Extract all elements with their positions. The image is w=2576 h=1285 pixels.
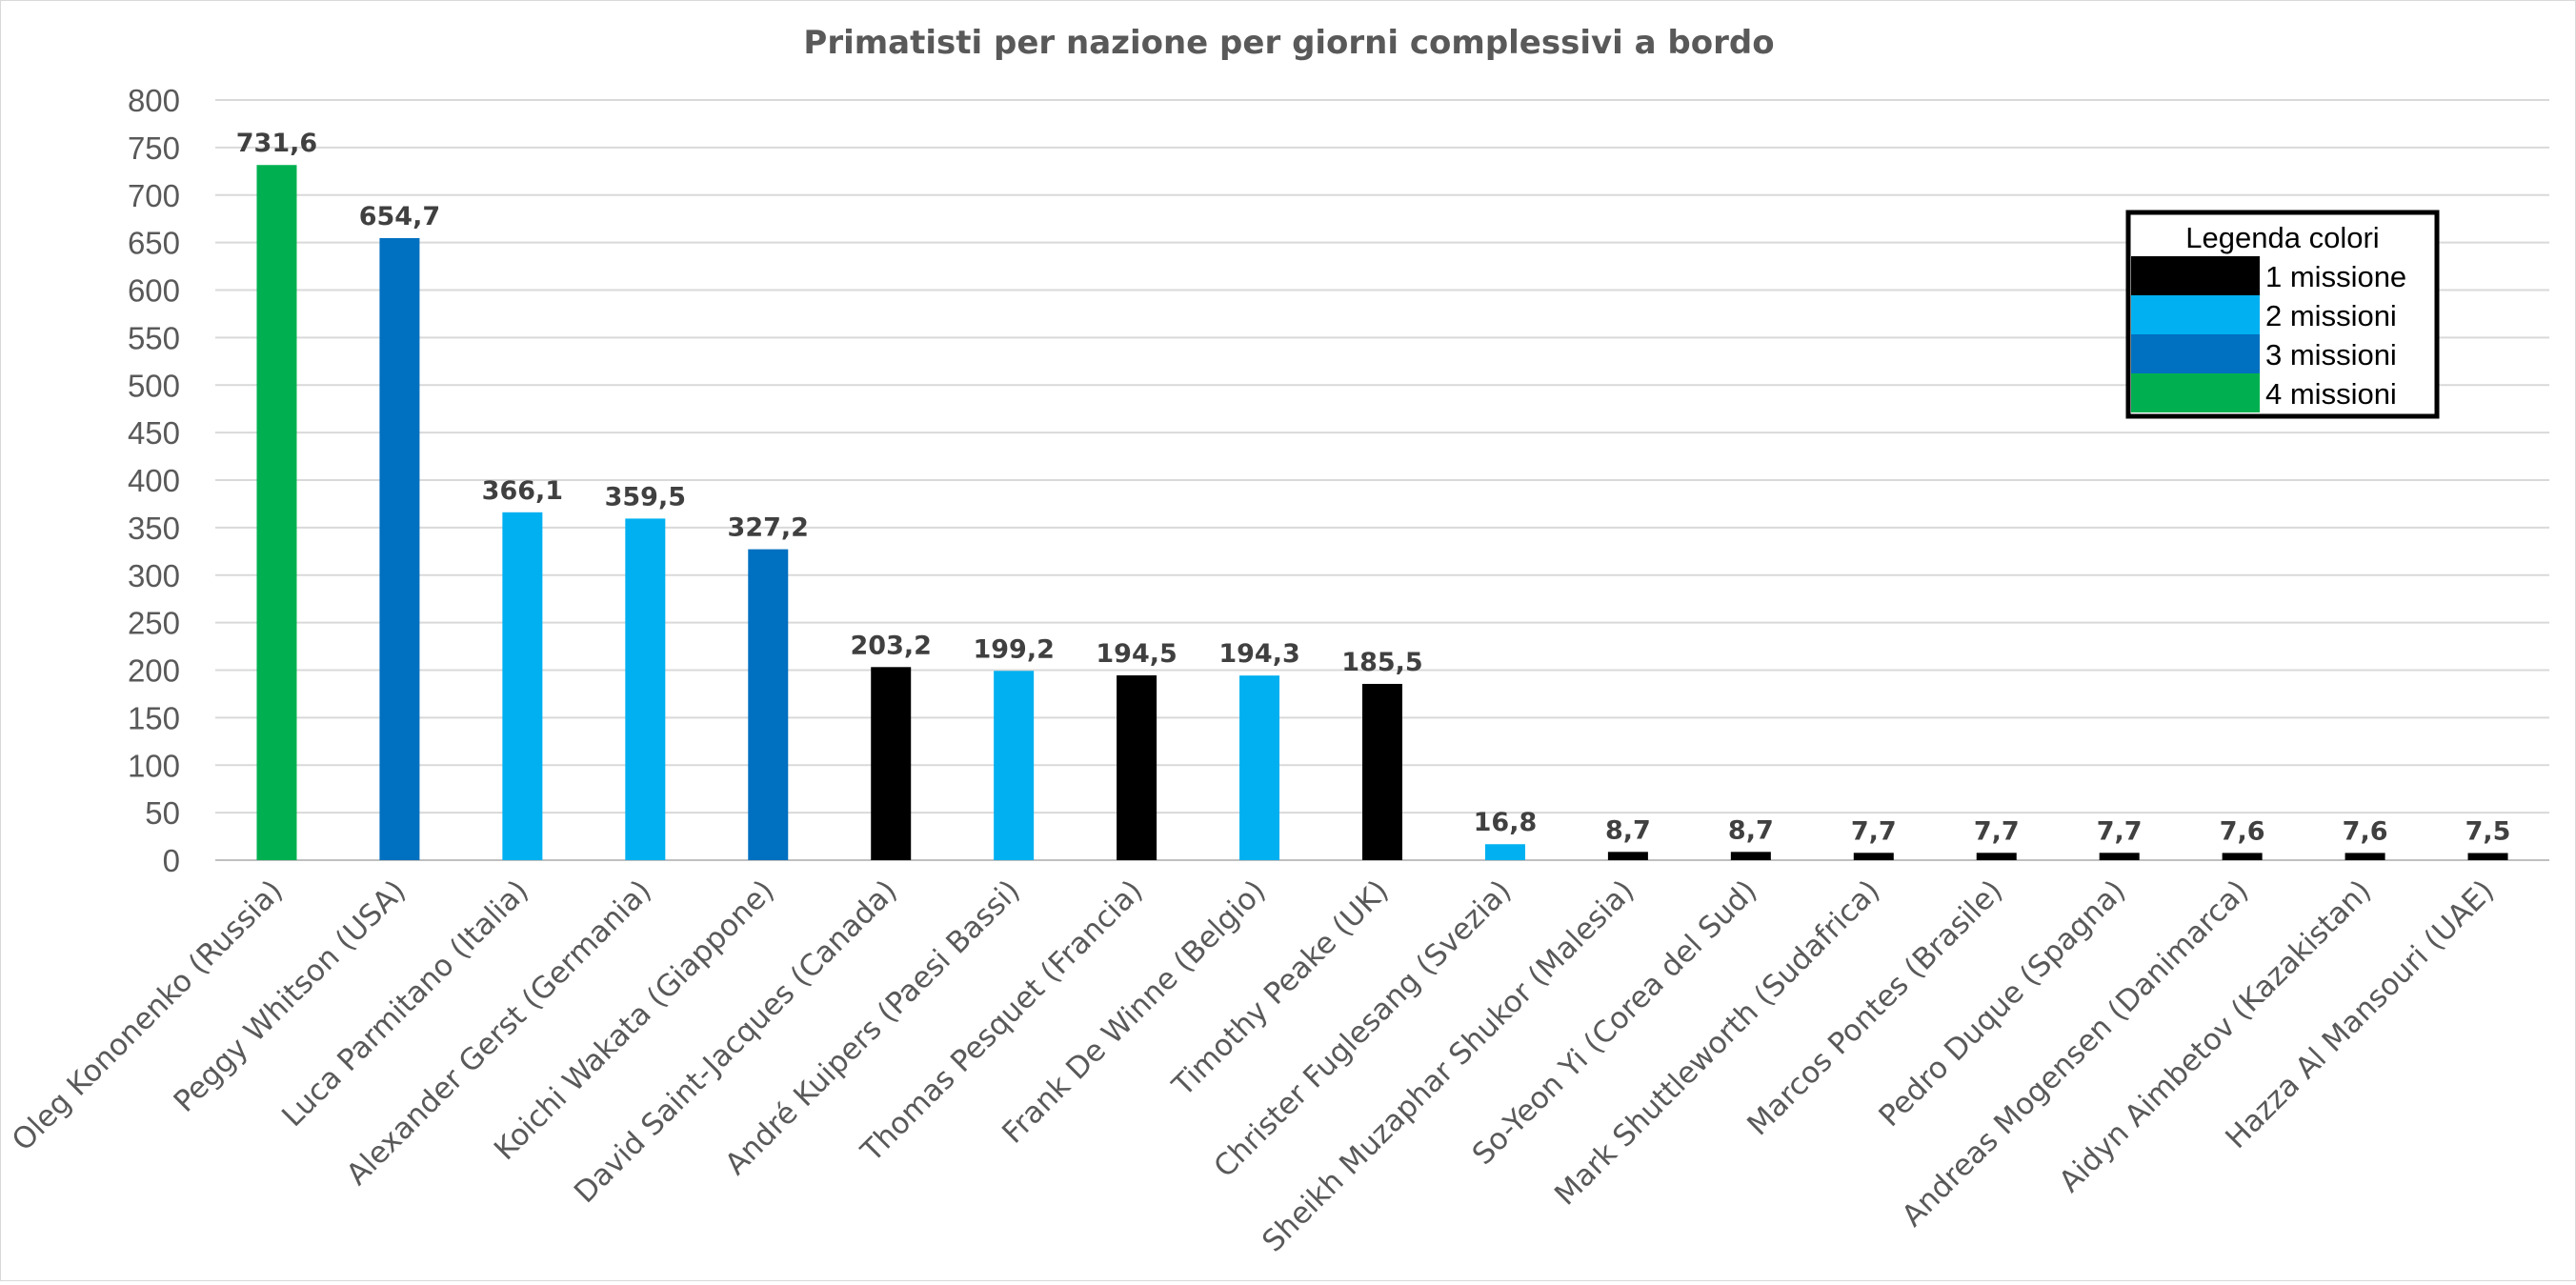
legend-label-1: 1 missione — [2265, 260, 2406, 293]
legend-label-2: 2 missioni — [2265, 299, 2397, 332]
bar — [379, 237, 420, 860]
data-label: 366,1 — [482, 476, 563, 506]
y-tick-label: 450 — [128, 415, 180, 451]
category-label: Timothy Peake (UK) — [1165, 873, 1395, 1103]
bar — [1484, 844, 1525, 860]
data-label: 7,6 — [2220, 816, 2265, 846]
data-label: 7,7 — [1974, 816, 2020, 846]
bar — [1730, 852, 1771, 860]
y-tick-label: 150 — [128, 700, 180, 735]
bar — [871, 667, 912, 860]
data-label: 194,5 — [1096, 639, 1177, 669]
data-labels: 731,6 654,7 366,1 359,5 327,2 203,2 199,2 194,5… — [236, 129, 2511, 846]
y-tick-label: 400 — [128, 463, 180, 498]
y-tick-label: 100 — [128, 748, 180, 783]
data-label: 654,7 — [359, 202, 440, 231]
data-label: 185,5 — [1341, 648, 1422, 677]
category-labels: Oleg Kononenko (Russia)Peggy Whitson (US… — [6, 873, 2501, 1258]
y-axis-ticks: 0 50 100 150 200 250 300 350 400 450 500 550 600 650 7… — [128, 83, 180, 878]
category-label: Pedro Duque (Spagna) — [1872, 873, 2132, 1134]
y-tick-label: 700 — [128, 178, 180, 213]
legend-swatch-2 — [2131, 295, 2260, 334]
legend-swatch-3 — [2131, 334, 2260, 373]
category-label: Luca Parmitano (Italia) — [275, 873, 535, 1134]
legend-label-4: 4 missioni — [2265, 377, 2397, 411]
bar — [2467, 853, 2508, 860]
category-label: Peggy Whitson (USA) — [168, 873, 413, 1119]
bar — [2345, 853, 2385, 860]
y-tick-label: 500 — [128, 368, 180, 403]
bar — [748, 549, 789, 860]
bar — [502, 512, 543, 860]
bar — [256, 165, 297, 860]
data-label: 7,5 — [2465, 817, 2511, 847]
bar — [1976, 853, 2017, 860]
y-tick-label: 200 — [128, 653, 180, 689]
data-label: 194,3 — [1218, 639, 1299, 669]
y-tick-label: 750 — [128, 131, 180, 166]
bar — [2099, 853, 2140, 860]
data-label: 7,6 — [2343, 816, 2388, 846]
data-label: 327,2 — [728, 513, 809, 543]
bar — [1607, 852, 1648, 860]
category-label: Marcos Pontes (Brasile) — [1741, 873, 2009, 1142]
legend-swatch-1 — [2131, 256, 2260, 295]
bar — [1362, 683, 1402, 860]
legend-swatch-4 — [2131, 373, 2260, 412]
data-label: 731,6 — [236, 129, 317, 158]
data-label: 203,2 — [851, 631, 932, 660]
data-label: 8,7 — [1728, 815, 1774, 845]
y-tick-label: 650 — [128, 226, 180, 261]
category-label: Frank De Winne (Belgio) — [996, 873, 1272, 1150]
y-tick-label: 50 — [145, 795, 180, 831]
y-tick-label: 350 — [128, 511, 180, 546]
y-tick-label: 250 — [128, 606, 180, 641]
data-label: 359,5 — [605, 482, 686, 512]
bar — [2222, 853, 2263, 860]
bars — [256, 165, 2508, 860]
y-tick-label: 800 — [128, 83, 180, 118]
bar — [1853, 853, 1894, 860]
data-label: 16,8 — [1474, 808, 1538, 837]
data-label: 7,7 — [1851, 816, 1897, 846]
legend-title: Legenda colori — [2185, 221, 2379, 254]
bar — [625, 518, 666, 860]
legend-label-3: 3 missioni — [2265, 338, 2397, 371]
bar — [994, 671, 1035, 860]
y-tick-label: 550 — [128, 320, 180, 355]
data-label: 7,7 — [2097, 816, 2143, 846]
bar — [1239, 675, 1280, 860]
y-tick-label: 300 — [128, 558, 180, 593]
y-tick-label: 600 — [128, 273, 180, 309]
data-label: 8,7 — [1605, 815, 1651, 845]
bar — [1117, 674, 1157, 860]
data-label: 199,2 — [973, 634, 1054, 664]
chart-title: Primatisti per nazione per giorni comple… — [803, 24, 1774, 62]
y-tick-label: 0 — [163, 843, 180, 878]
legend: Legenda colori 1 missione 2 missioni 3 m… — [2125, 210, 2440, 419]
